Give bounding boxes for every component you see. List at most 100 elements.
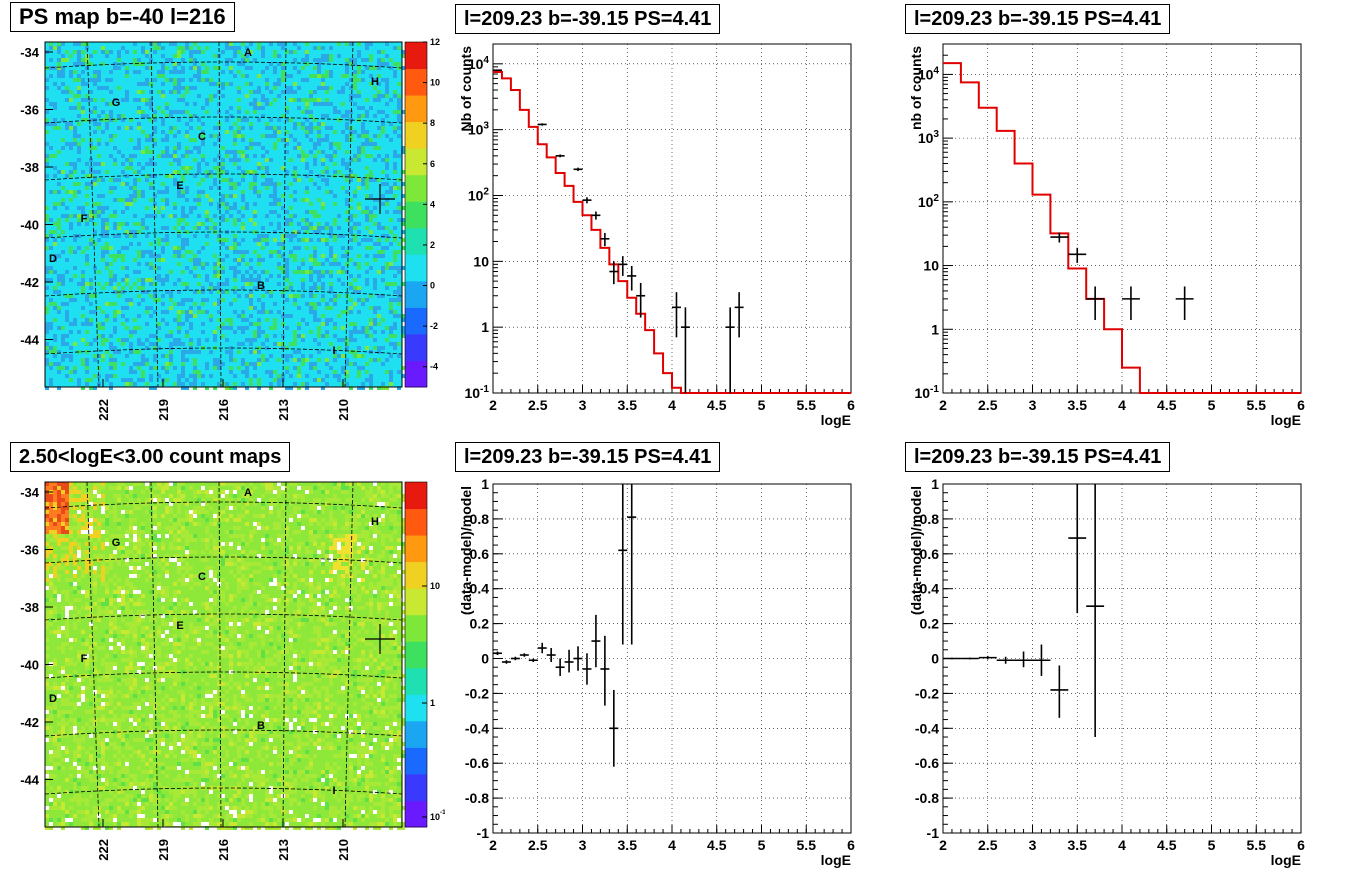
y-tick-label: -44 — [20, 333, 40, 348]
x-tick-label: 2 — [489, 397, 497, 413]
y-tick-label: 0.2 — [470, 616, 490, 632]
plot-area — [493, 44, 851, 393]
y-tick-label: -40 — [20, 218, 39, 233]
data-point — [680, 307, 690, 393]
source-label-F: F — [81, 653, 88, 665]
x-tick-label: 5.5 — [797, 837, 817, 853]
y-axis-label: Nb of counts — [458, 46, 474, 132]
y-tick-label: -42 — [20, 275, 39, 290]
colorbar-cell — [405, 720, 427, 748]
y-tick-label: -38 — [20, 160, 39, 175]
source-label-D: D — [49, 253, 57, 265]
y-tick-label: -0.4 — [915, 720, 939, 736]
colorbar-tick-label: 2 — [430, 240, 435, 250]
map-lon-line — [86, 481, 100, 828]
map-lon-line — [150, 41, 159, 388]
x-tick-label: 4 — [1118, 397, 1126, 413]
colorbar-cell — [405, 694, 427, 722]
x-tick-label: 219 — [156, 399, 171, 421]
data-point — [1050, 232, 1069, 243]
colorbar-tick-label: 8 — [430, 118, 435, 128]
data-point — [564, 649, 574, 673]
data-point — [1175, 286, 1194, 320]
y-tick-label: -36 — [20, 103, 39, 118]
data-point — [582, 653, 592, 685]
y-tick-label: 1 — [481, 476, 489, 492]
x-tick-label: 2 — [489, 837, 497, 853]
data-point — [996, 656, 1015, 664]
data-point — [627, 484, 637, 645]
y-tick-label: 0.6 — [920, 546, 940, 562]
source-label-I: I — [332, 785, 335, 797]
plot-area — [943, 484, 1301, 833]
x-tick-label: 6 — [847, 397, 855, 413]
x-tick-label: 2.5 — [528, 837, 548, 853]
y-tick-label: 0.2 — [920, 616, 940, 632]
y-tick-label: 10 — [473, 253, 489, 269]
data-point — [591, 614, 601, 668]
data-point — [609, 261, 619, 285]
x-tick-label: 4.5 — [707, 837, 727, 853]
colorbar-tick-label: -2 — [430, 321, 438, 331]
y-tick-label: 103 — [918, 129, 940, 146]
res1-title: l=209.23 b=-39.15 PS=4.41 — [455, 442, 721, 472]
data-point — [618, 484, 628, 645]
y-tick-label: -40 — [20, 658, 39, 673]
x-tick-label: 2 — [939, 397, 947, 413]
y-tick-label: 104 — [468, 55, 490, 72]
x-tick-label: 6 — [1297, 837, 1305, 853]
x-tick-label: 2.5 — [528, 397, 548, 413]
y-axis-label: (data-model)/model — [908, 486, 924, 615]
y-tick-label: 102 — [918, 193, 940, 210]
y-axis-label: nb of counts — [908, 46, 924, 130]
source-label-F: F — [81, 213, 88, 225]
x-tick-label: 213 — [276, 399, 291, 421]
x-tick-label: 5 — [758, 837, 766, 853]
data-point — [600, 635, 610, 706]
y-tick-label: 1 — [481, 319, 489, 335]
data-point — [1050, 665, 1069, 718]
source-label-I: I — [332, 345, 335, 357]
map-ps-title: PS map b=-40 l=216 — [10, 2, 235, 32]
x-tick-label: 216 — [216, 399, 231, 421]
data-point — [1068, 247, 1087, 263]
colorbar-frame — [404, 481, 428, 828]
data-point — [537, 642, 547, 654]
source-label-B: B — [257, 720, 265, 732]
x-tick-label: 5 — [758, 397, 766, 413]
colorbar-cell — [405, 95, 427, 123]
y-tick-label: -1 — [477, 825, 490, 841]
source-label-E: E — [176, 620, 183, 632]
model-step-line — [943, 62, 1301, 394]
colorbar-cell — [405, 773, 427, 801]
colorbar-cell — [405, 747, 427, 775]
data-point — [555, 154, 565, 158]
source-label-C: C — [198, 131, 206, 143]
data-point — [493, 69, 502, 71]
colorbar-cell — [405, 148, 427, 176]
colorbar-tick-label: 10 — [430, 78, 440, 88]
map-lon-line — [282, 481, 287, 828]
x-tick-label: 3.5 — [1068, 397, 1088, 413]
source-label-C: C — [198, 571, 206, 583]
x-axis-label: logE — [1271, 412, 1301, 428]
y-tick-label: 10-1 — [464, 384, 489, 401]
y-tick-label: -1 — [927, 825, 940, 841]
data-point — [573, 646, 583, 671]
colorbar-cell — [405, 227, 427, 255]
map-lon-line — [218, 41, 222, 388]
colorbar-frame — [404, 41, 428, 388]
y-tick-label: 1 — [931, 321, 939, 337]
source-label-A: A — [244, 487, 252, 499]
y-tick-label: -0.8 — [465, 790, 489, 806]
y-tick-label: 0 — [931, 651, 939, 667]
colorbar-cell — [405, 482, 427, 510]
data-point — [528, 658, 538, 662]
res1-chart: 2 2.5 3 3.5 4 4.5 5 5.5 6 1 0.8 0.6 0.4 0.2 0 -0.2 -0.4 -… — [458, 476, 855, 868]
data-point — [734, 292, 744, 338]
data-point — [510, 656, 520, 661]
y-tick-label: 102 — [468, 186, 490, 203]
y-tick-label: -0.2 — [465, 685, 489, 701]
map-pixels — [45, 482, 405, 830]
map-coordinate-grid — [44, 481, 403, 828]
